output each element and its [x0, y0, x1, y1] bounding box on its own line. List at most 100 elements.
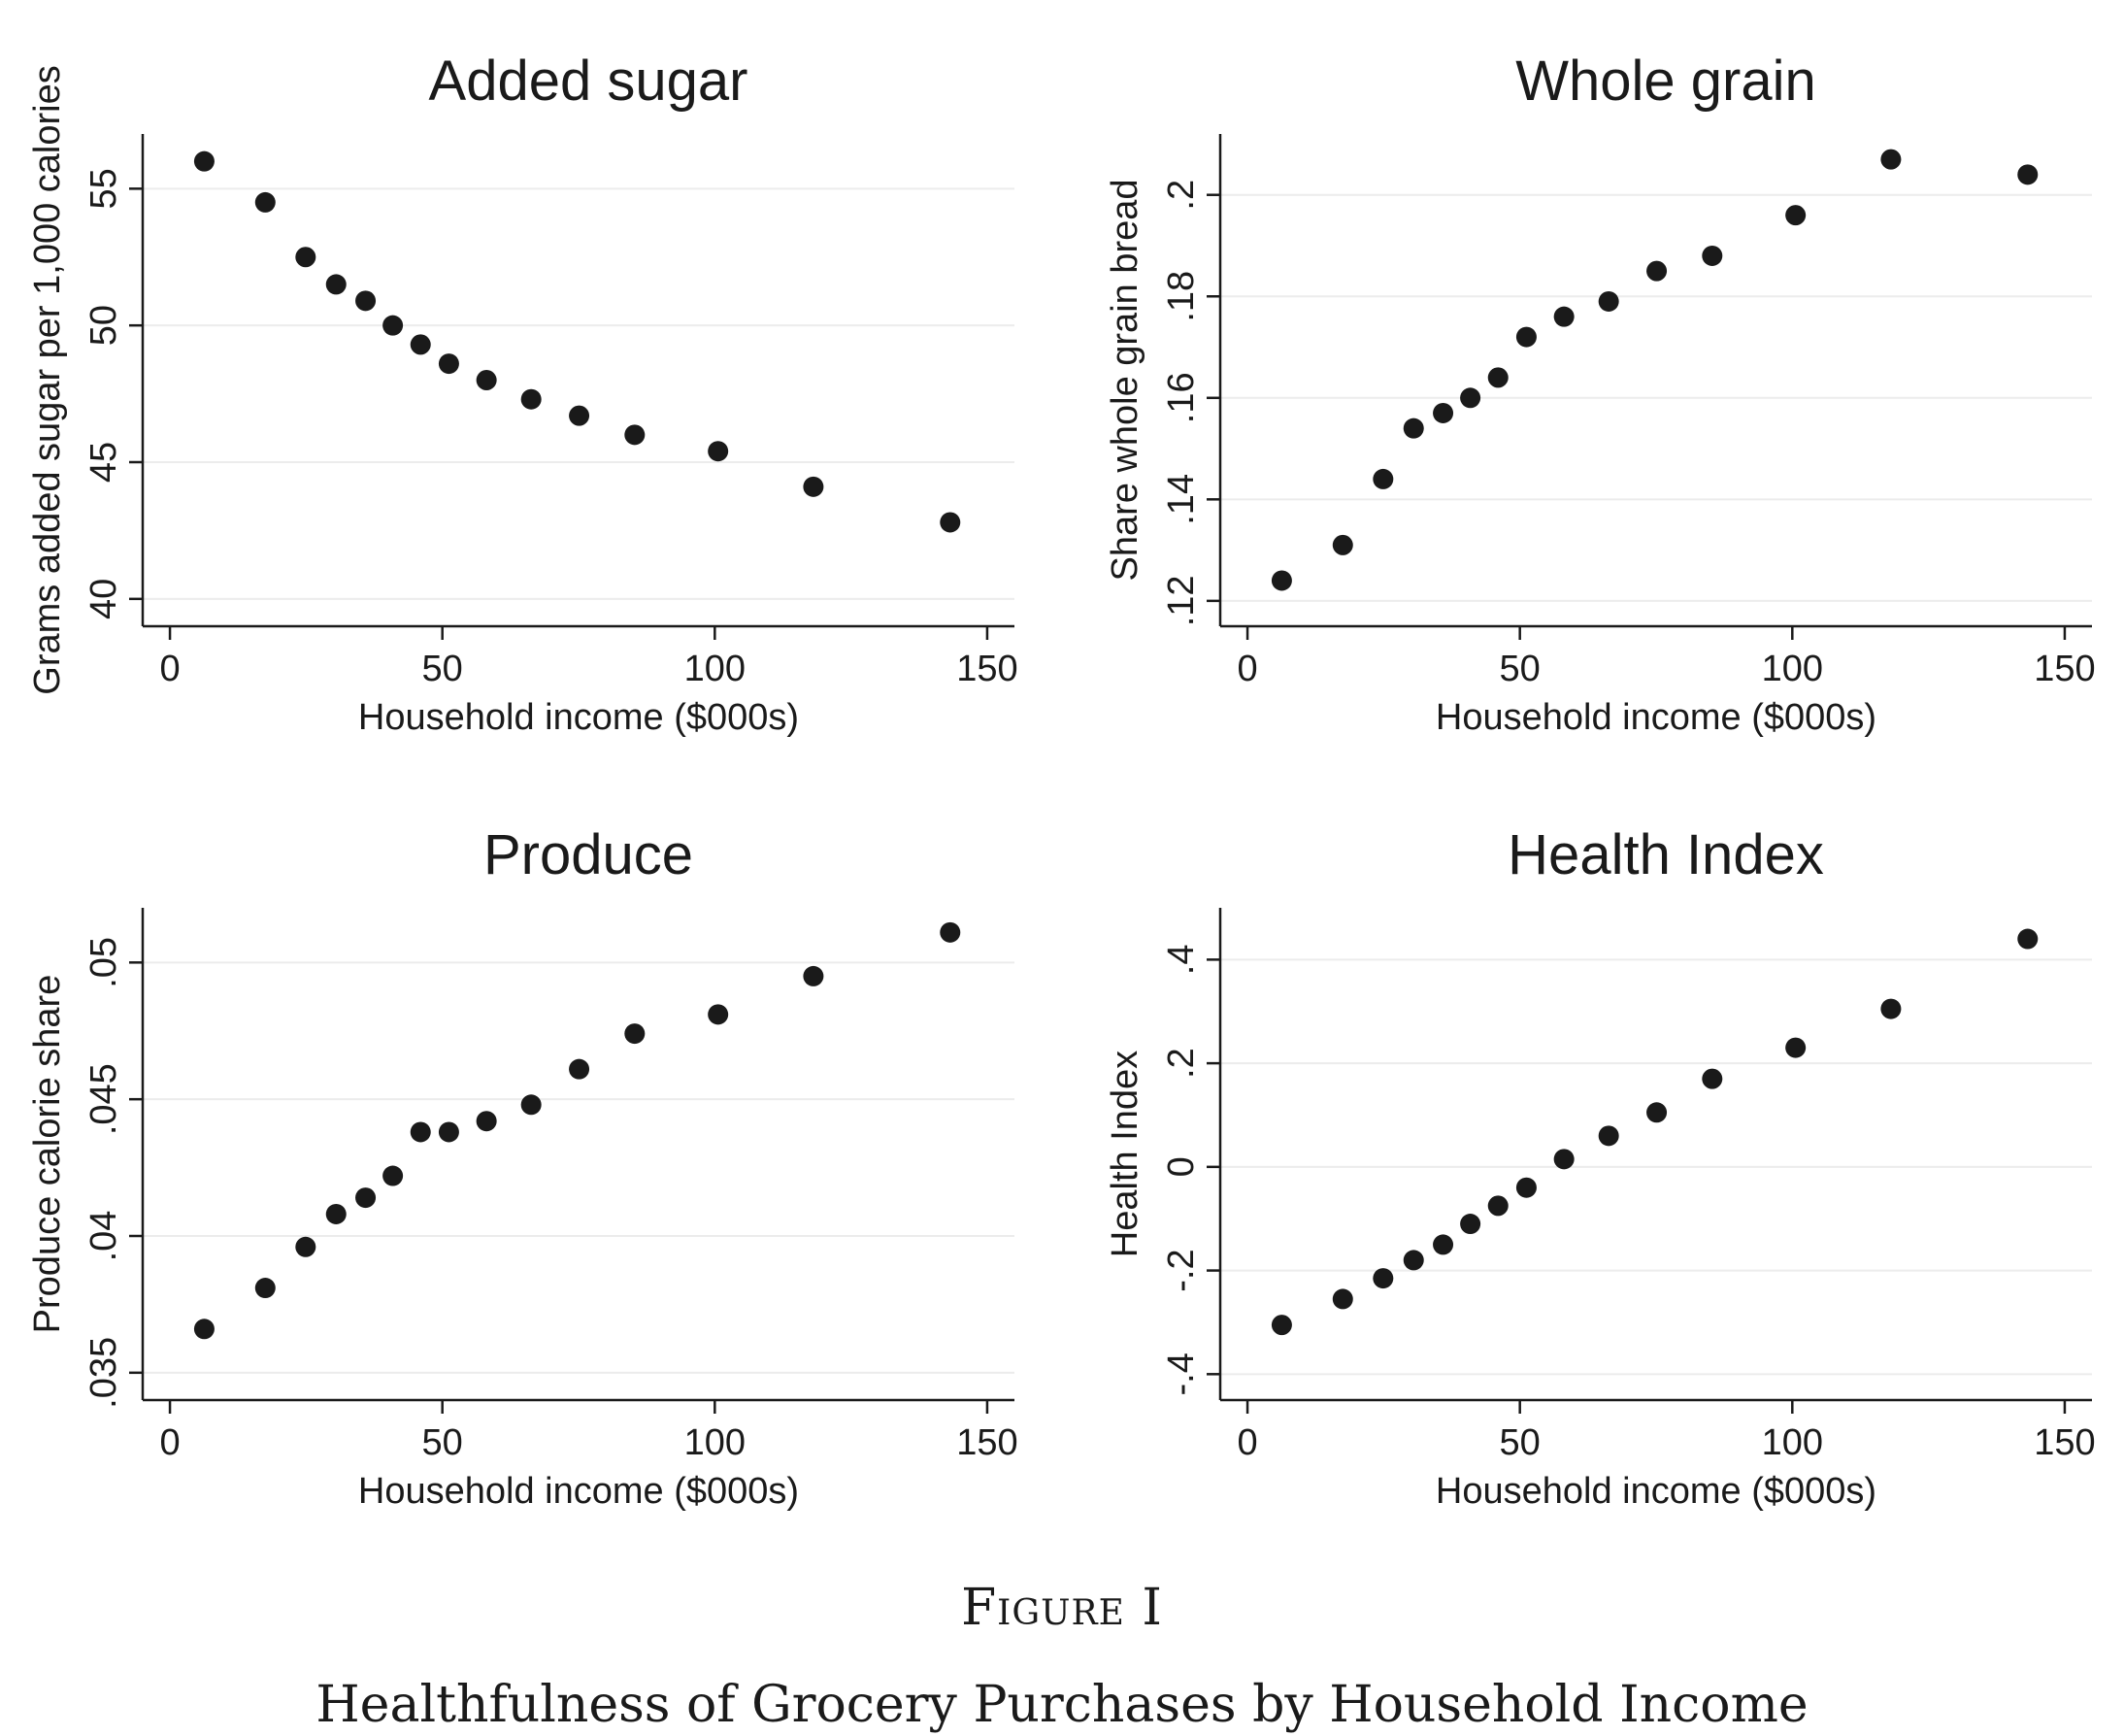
x-tick-label: 100 — [684, 1422, 746, 1463]
data-point — [1880, 998, 1902, 1019]
data-point — [1553, 1149, 1575, 1170]
x-tick-label: 0 — [1237, 649, 1257, 689]
y-axis-label: Grams added sugar per 1,000 calories — [27, 65, 68, 694]
panel-1: 0 50 100 150 40 45 50 55 Added sugar Household in… — [27, 50, 1018, 738]
data-point — [325, 1203, 347, 1224]
data-point — [1332, 1288, 1353, 1310]
y-tick-label: 55 — [83, 168, 124, 209]
data-point — [569, 405, 590, 426]
data-point — [1332, 534, 1353, 555]
figure-caption: Figure I Healthfulness of Grocery Purcha… — [0, 1583, 2124, 1730]
data-point — [1460, 387, 1481, 409]
y-tick-label: 40 — [83, 579, 124, 619]
x-tick-label: 50 — [1500, 649, 1541, 689]
data-point — [624, 1023, 646, 1045]
data-point — [476, 370, 497, 390]
data-point — [569, 1058, 590, 1080]
x-tick-label: 100 — [1762, 649, 1823, 689]
x-axis-label: Household income ($000s) — [1436, 697, 1876, 738]
data-point — [438, 1121, 459, 1143]
panel-title: Added sugar — [429, 50, 748, 113]
data-point — [438, 353, 459, 375]
y-tick-label: 0 — [1161, 1156, 1202, 1177]
y-axis-label: Health Index — [1105, 1051, 1145, 1257]
data-point — [940, 512, 961, 533]
panel-title: Produce — [483, 823, 693, 886]
data-point — [476, 1111, 497, 1132]
data-point — [325, 274, 347, 295]
y-tick-label: -.2 — [1161, 1249, 1202, 1291]
data-point — [1271, 570, 1292, 591]
x-tick-label: 100 — [684, 649, 746, 689]
data-point — [254, 191, 276, 213]
data-point — [1460, 1214, 1481, 1235]
data-point — [382, 1165, 404, 1186]
data-point — [520, 1094, 542, 1116]
data-point — [1403, 417, 1424, 439]
y-tick-label: .2 — [1161, 180, 1202, 211]
x-tick-label: 150 — [956, 649, 1017, 689]
x-tick-label: 100 — [1762, 1422, 1823, 1463]
data-point — [1433, 1234, 1454, 1255]
data-point — [1598, 290, 1619, 312]
x-tick-label: 50 — [422, 649, 463, 689]
x-tick-label: 0 — [159, 1422, 180, 1463]
panel-3: 0 50 100 150 .035 .04 .045 .05 Produce Household … — [27, 823, 1018, 1512]
data-point — [295, 1236, 316, 1257]
data-point — [1702, 245, 1723, 266]
data-point — [295, 247, 316, 268]
data-point — [1646, 260, 1668, 282]
data-point — [1373, 468, 1394, 489]
data-point — [1433, 402, 1454, 423]
figure-title: Healthfulness of Grocery Purchases by Ho… — [315, 1676, 1809, 1734]
x-tick-label: 0 — [1237, 1422, 1257, 1463]
data-point — [1515, 1177, 1537, 1198]
data-point — [410, 1121, 431, 1143]
data-point — [1785, 1037, 1807, 1058]
y-axis-label: Share whole grain bread — [1105, 179, 1145, 581]
y-tick-label: .16 — [1161, 372, 1202, 423]
data-point — [1646, 1102, 1668, 1123]
data-point — [940, 921, 961, 943]
data-point — [520, 388, 542, 410]
x-axis-label: Household income ($000s) — [358, 697, 799, 738]
data-point — [1553, 306, 1575, 327]
data-point — [1702, 1068, 1723, 1089]
data-point — [410, 334, 431, 355]
y-axis-label: Produce calorie share — [27, 975, 68, 1334]
figure-label: Figure I — [961, 1579, 1163, 1637]
data-point — [382, 315, 404, 336]
data-point — [1598, 1125, 1619, 1147]
x-tick-label: 150 — [2034, 649, 2095, 689]
x-tick-label: 150 — [2034, 1422, 2095, 1463]
y-tick-label: .045 — [83, 1063, 124, 1135]
panel-4: 0 50 100 150 -.4 -.2 0 .2 .4 Health Index Househol… — [1105, 823, 2096, 1512]
data-point — [708, 441, 729, 462]
y-tick-label: .14 — [1161, 474, 1202, 525]
data-point — [355, 290, 377, 312]
data-point — [2017, 164, 2039, 185]
panel-2: 0 50 100 150 .12 .14 .16 .18 .2 Whole grain Househ… — [1105, 50, 2096, 738]
x-axis-label: Household income ($000s) — [358, 1471, 799, 1512]
y-tick-label: .035 — [83, 1337, 124, 1409]
data-point — [1487, 1195, 1509, 1217]
data-point — [1271, 1315, 1292, 1336]
panel-title: Health Index — [1508, 823, 1824, 886]
y-tick-label: .4 — [1161, 945, 1202, 976]
y-tick-label: .05 — [83, 937, 124, 988]
data-point — [1785, 205, 1807, 226]
y-tick-label: 45 — [83, 442, 124, 483]
x-axis-label: Household income ($000s) — [1436, 1471, 1876, 1512]
y-tick-label: .18 — [1161, 271, 1202, 322]
x-tick-label: 50 — [1500, 1422, 1541, 1463]
data-point — [1880, 149, 1902, 170]
x-tick-label: 0 — [159, 649, 180, 689]
data-point — [254, 1278, 276, 1299]
y-tick-label: .04 — [83, 1211, 124, 1262]
y-tick-label: .2 — [1161, 1048, 1202, 1079]
y-tick-label: 50 — [83, 305, 124, 346]
panel-title: Whole grain — [1515, 50, 1815, 113]
x-tick-label: 50 — [422, 1422, 463, 1463]
data-point — [1373, 1268, 1394, 1289]
